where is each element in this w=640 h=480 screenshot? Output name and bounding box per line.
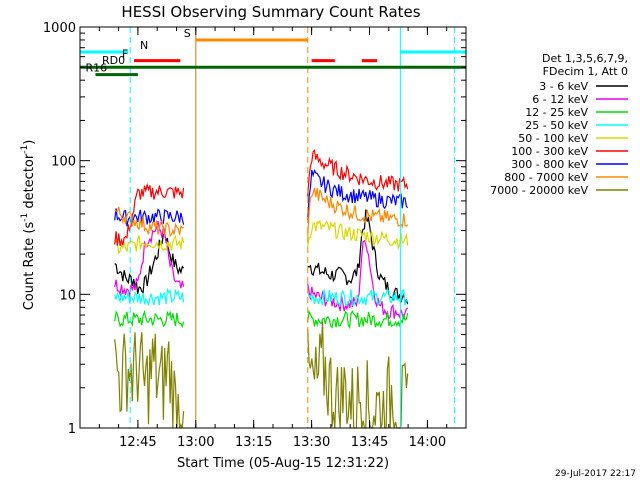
x-tick-label: 13:15: [235, 435, 272, 450]
legend-label: 12 - 25 keV: [525, 106, 588, 119]
legend-label: 3 - 6 keV: [539, 80, 588, 93]
flag-label: S: [184, 27, 191, 40]
x-tick-label: 14:00: [409, 435, 446, 450]
flag-bar-rd0: RD0: [80, 54, 466, 69]
legend-header: Det 1,3,5,6,7,9,: [542, 52, 628, 65]
svg-text:Count Rate (s-1 detector-1): Count Rate (s-1 detector-1): [20, 140, 37, 311]
legend-label: 50 - 100 keV: [518, 132, 588, 145]
x-tick-label: 12:45: [119, 435, 156, 450]
series-800-7000-kev: [114, 187, 409, 238]
timestamp: 29-Jul-2017 22:17: [555, 469, 636, 479]
legend-label: 7000 - 20000 keV: [490, 184, 588, 197]
series-3-6-kev: [114, 209, 409, 305]
flag-bar-n: N: [80, 39, 466, 54]
series-25-50-kev: [114, 287, 408, 307]
series-7000-20000-kev: [114, 321, 409, 429]
y-tick-label: 100: [51, 155, 76, 170]
flag-bar-f: F: [122, 48, 378, 63]
chart-title: HESSI Observing Summary Count Rates: [121, 3, 420, 21]
legend-header: FDecim 1, Att 0: [543, 65, 628, 78]
legend-label: 25 - 50 keV: [525, 119, 588, 132]
y-tick-label: 1000: [43, 21, 76, 36]
y-tick-label: 1: [68, 422, 76, 437]
x-tick-label: 13:30: [293, 435, 330, 450]
series-100-300-kev: [114, 149, 409, 246]
x-tick-label: 13:45: [351, 435, 388, 450]
x-tick-label: 13:00: [177, 435, 214, 450]
legend-label: 800 - 7000 keV: [504, 171, 588, 184]
flag-label: N: [140, 39, 148, 52]
series-50-100-kev: [114, 219, 409, 255]
legend-label: 300 - 800 keV: [511, 158, 588, 171]
flag-label: F: [122, 48, 128, 61]
legend-label: 6 - 12 keV: [532, 93, 588, 106]
y-tick-label: 10: [59, 288, 76, 303]
flag-bar-s: S: [184, 27, 308, 42]
flag-label: R16: [85, 62, 107, 75]
series-12-25-kev: [114, 309, 409, 330]
y-axis-label: Count Rate (s-1 detector-1): [20, 140, 37, 311]
x-axis-label: Start Time (05-Aug-15 12:31:22): [177, 456, 389, 471]
flag-label: RD0: [102, 54, 125, 67]
legend-label: 100 - 300 keV: [511, 145, 588, 158]
flag-bar-r16: R16: [85, 62, 138, 77]
